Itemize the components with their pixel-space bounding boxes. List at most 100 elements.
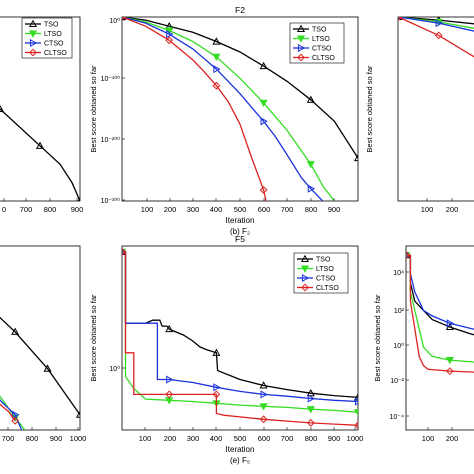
- x-tick-label: 100: [421, 205, 434, 214]
- x-tick-label: 300: [187, 205, 200, 214]
- y-tick-label: 10⁻¹⁰⁰: [101, 75, 121, 83]
- marker-tso-4: [353, 393, 358, 401]
- marker-tso-legend: [296, 24, 306, 33]
- x-tick-label: 800: [44, 205, 57, 214]
- legend: TSO LTSO CTSO CLTSO: [289, 22, 345, 64]
- marker-tso-3: [77, 196, 80, 201]
- legend-label-ltso: LTSO: [44, 31, 62, 38]
- series-line-ctso: [122, 251, 358, 403]
- chart-panel-1: 0 700 800 900 TSO LTSO CTSO CLTSO: [0, 16, 84, 214]
- marker-ltso-2: [259, 99, 268, 108]
- x-tick-label: 800: [305, 434, 318, 443]
- y-axis-label: Best score obtianed so far: [89, 65, 98, 153]
- legend-label-ctso: CTSO: [44, 41, 64, 48]
- marker-ltso-3: [306, 161, 315, 169]
- chart-panel-4: 700 800 900 1000: [0, 245, 86, 443]
- marker-tso-2: [259, 381, 268, 389]
- x-tick-label: 800: [26, 434, 39, 443]
- marker-ltso-0: [165, 27, 174, 35]
- marker-cltso-2: [259, 186, 268, 194]
- legend: TSO LTSO CTSO CLTSO: [293, 252, 349, 294]
- x-axis-label: Iteration: [226, 445, 255, 454]
- marker-cltso-start: [122, 248, 127, 256]
- legend-label-ctso: CTSO: [316, 276, 336, 283]
- marker-ctso-3: [307, 184, 316, 193]
- x-tick-label: 900: [50, 434, 63, 443]
- plot-frame: [397, 16, 474, 202]
- y-axis-label: Best score obtianed so far: [89, 294, 98, 382]
- y-tick-label: 10⁻³⁰⁰: [101, 197, 121, 205]
- marker-ctso-0: [446, 319, 455, 328]
- series-line-ctso: [398, 17, 474, 32]
- marker-tso-2: [35, 141, 45, 149]
- legend-label-cltso: CLTSO: [316, 285, 339, 292]
- marker-ctso-1: [213, 383, 221, 392]
- legend-label-cltso: CLTSO: [312, 55, 335, 62]
- marker-tso-2: [43, 364, 52, 372]
- panel-caption: (e) F₅: [230, 456, 250, 465]
- y-axis-label: Best score obtianed so far: [365, 65, 374, 153]
- series-line-tso: [0, 108, 80, 201]
- series-line-ltso: [122, 251, 358, 413]
- legend-label-tso: TSO: [312, 27, 327, 34]
- marker-tso-3: [306, 95, 315, 103]
- x-tick-label: 600: [258, 434, 271, 443]
- legend-label-cltso: CLTSO: [44, 50, 67, 57]
- marker-cltso-start: [406, 251, 411, 260]
- marker-ctso-legend: [301, 273, 310, 283]
- marker-ltso-4: [353, 409, 358, 417]
- x-tick-label: 200: [446, 205, 459, 214]
- marker-ctso-0: [166, 375, 174, 384]
- chart-title: F5: [235, 234, 245, 244]
- x-tick-label: 500: [234, 434, 247, 443]
- x-tick-label: 900: [71, 205, 84, 214]
- chart-panel-5: 100 200 300 400 500 600 700 800 900 1000 10⁰ F5 Iter…: [89, 234, 363, 465]
- chart-panel-2: 100 200 300 400 500 600 700 800 900 10⁰ 10⁻¹⁰⁰ 10⁻²…: [89, 5, 359, 236]
- x-tick-label: 400: [210, 205, 223, 214]
- x-tick-label: 700: [281, 434, 294, 443]
- marker-ctso-1: [12, 410, 20, 419]
- x-tick-label: 500: [234, 205, 247, 214]
- x-tick-label: 400: [210, 434, 223, 443]
- chart-title: F2: [235, 5, 245, 15]
- legend-label-tso: TSO: [316, 257, 331, 264]
- marker-tso-1: [212, 37, 221, 45]
- x-tick-label: 300: [187, 434, 200, 443]
- y-tick-label: 10²: [394, 308, 405, 315]
- marker-ltso-3: [306, 406, 315, 414]
- x-tick-label: 100: [422, 434, 435, 443]
- marker-ctso-start: [398, 17, 403, 20]
- marker-ltso-legend: [28, 30, 38, 38]
- y-axis-label: Best score obtianed so far: [373, 294, 382, 382]
- marker-ctso-start: [122, 17, 127, 20]
- series-line-tso: [406, 254, 474, 336]
- marker-ctso-0: [435, 19, 443, 28]
- marker-cltso-4: [354, 421, 358, 430]
- chart-panel-6: 100 200 10⁴ 10² 10⁰ 10⁻² 10⁻⁴ Best score obtian…: [373, 245, 474, 443]
- marker-cltso-0: [445, 367, 454, 376]
- marker-tso-1: [11, 327, 20, 335]
- legend-label-ltso: LTSO: [316, 266, 334, 273]
- marker-ltso-2: [259, 403, 268, 411]
- x-tick-label: 600: [258, 205, 271, 214]
- x-tick-label: 200: [164, 205, 177, 214]
- series-line-cltso: [406, 254, 474, 373]
- marker-ltso-1: [212, 53, 221, 62]
- marker-tso-0: [165, 324, 174, 333]
- plot-frame: [405, 245, 474, 431]
- marker-tso-1: [0, 104, 5, 113]
- marker-tso-legend: [28, 19, 38, 28]
- marker-ctso-start: [406, 252, 411, 258]
- series-line-ltso: [122, 17, 335, 201]
- series-line-cltso: [0, 403, 16, 422]
- marker-cltso-2: [259, 415, 268, 424]
- x-tick-label: 700: [2, 434, 15, 443]
- marker-tso-4: [353, 153, 358, 162]
- x-tick-label: 700: [20, 205, 33, 214]
- y-tick-label: 10⁻²⁰⁰: [101, 136, 121, 144]
- series-line-tso: [398, 17, 474, 25]
- series-line-cltso: [122, 251, 358, 426]
- x-tick-label: 700: [281, 205, 294, 214]
- marker-tso-0: [445, 322, 454, 331]
